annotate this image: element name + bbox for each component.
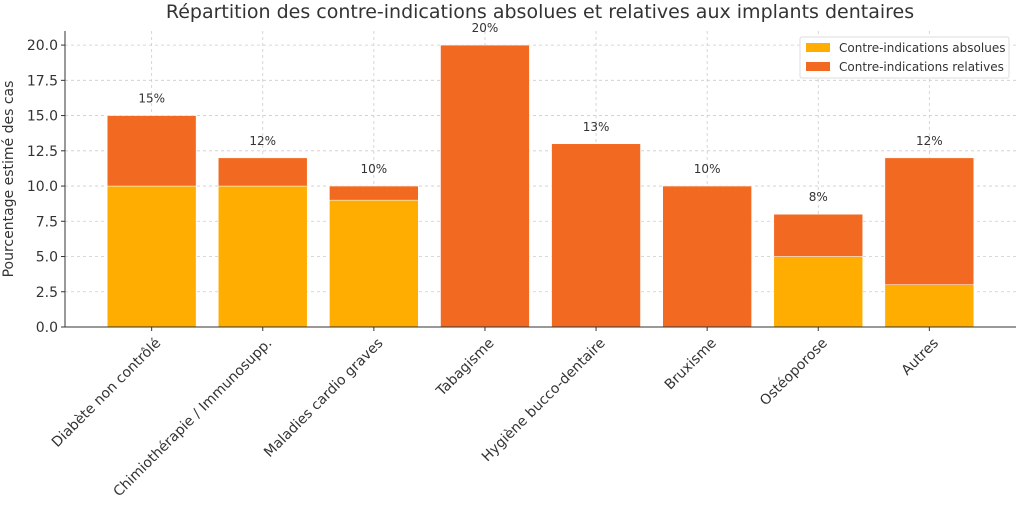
y-tick-label: 17.5 [27,73,58,89]
y-tick-label: 10.0 [27,179,58,195]
data-label: 20% [472,21,499,35]
bar-relatives [884,157,975,285]
bar-absolues [218,185,308,328]
data-label: 12% [249,134,276,148]
y-tick-label: 5.0 [36,250,58,266]
x-tick-label: Diabète non contrôlé [49,335,164,450]
legend-swatch [806,43,830,52]
data-label: 8% [809,190,828,204]
data-label: 15% [138,92,165,106]
legend-swatch [806,62,830,71]
bar-relatives [218,157,308,187]
data-label: 10% [694,162,721,176]
legend-label: Contre-indications absolues [839,41,1005,55]
x-tick-label: Maladies cardio graves [261,335,386,460]
x-tick-label: Tabagisme [433,335,498,400]
bar-relatives [662,185,752,328]
legend-label: Contre-indications relatives [839,60,1004,74]
y-tick-label: 0.0 [36,320,58,336]
bar-absolues [773,256,863,328]
x-tick-label: Hygiène bucco-dentaire [479,335,609,465]
chart-title: Répartition des contre-indications absol… [166,1,914,23]
data-label: 10% [361,162,388,176]
bar-relatives [551,143,641,328]
y-axis-label: Pourcentage estimé des cas [1,81,17,278]
y-tick-label: 20.0 [27,38,58,54]
data-label: 12% [916,134,943,148]
x-tick-label: Bruxisme [662,335,720,393]
bar-relatives [106,115,197,187]
y-tick-label: 12.5 [27,144,58,160]
legend: Contre-indications absolues Contre-indica… [799,36,1010,79]
y-tick-label: 15.0 [27,109,58,125]
bar-relatives [773,213,863,257]
bar-absolues [329,199,419,328]
data-labels: 15% 12% 10% 20% 13% 10% 8% 12% [138,21,942,204]
bar-absolues [106,185,197,328]
data-label: 13% [583,120,610,134]
legend-box [799,36,1010,79]
bar-relatives [329,185,419,201]
y-tick-label: 2.5 [36,285,58,301]
bar-absolues [884,284,975,328]
y-tick-label: 7.5 [36,214,58,230]
x-tick-label: Ostéoporose [757,335,831,409]
bar-relatives [440,44,530,328]
x-tick-label: Autres [899,335,942,378]
